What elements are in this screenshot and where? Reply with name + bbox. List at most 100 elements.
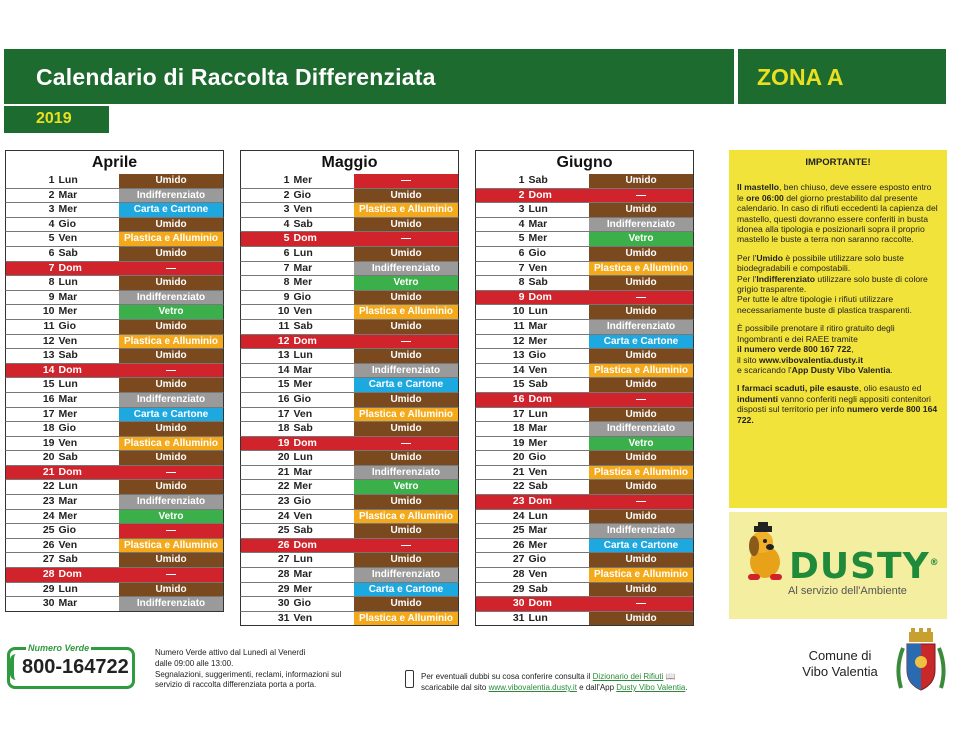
day-label: 2 Dom <box>476 188 589 203</box>
waste-type: — <box>354 174 458 188</box>
day-weekday: Sab <box>293 217 313 230</box>
day-number: 26 <box>277 538 290 551</box>
waste-type: Umido <box>119 553 223 568</box>
day-number: 23 <box>42 495 55 508</box>
day-weekday: Mar <box>528 422 548 435</box>
day-label: 23 Gio <box>241 495 354 509</box>
waste-type: Plastica e Alluminio <box>589 465 693 480</box>
day-weekday: Lun <box>58 174 78 186</box>
calendar-day-row: 9 Gio Umido <box>240 290 459 306</box>
phone-icon <box>10 654 24 680</box>
day-label: 28 Ven <box>476 568 589 582</box>
numero-verde-number[interactable]: 800-164722 <box>22 656 129 678</box>
day-weekday: Ven <box>528 568 548 581</box>
calendar-day-row: 25 Gio — <box>5 524 224 539</box>
waste-type: — <box>119 465 223 480</box>
waste-type: — <box>119 363 223 378</box>
waste-type: Umido <box>589 509 693 524</box>
day-number: 2 <box>48 188 55 201</box>
waste-type: Indifferenziato <box>119 392 223 407</box>
waste-type: Plastica e Alluminio <box>589 568 693 582</box>
day-label: 30 Gio <box>241 597 354 611</box>
calendar-day-row: 27 Lun Umido <box>240 553 459 569</box>
numero-verde-label: Numero Verde <box>26 643 92 653</box>
day-weekday: Ven <box>293 509 313 522</box>
info-bold: indumenti <box>737 393 779 404</box>
day-weekday: Mer <box>528 436 548 449</box>
waste-type: Plastica e Alluminio <box>119 436 223 451</box>
waste-type: Carta e Cartone <box>589 334 693 349</box>
day-weekday: Gio <box>528 451 547 464</box>
site-link[interactable]: www.vibovalentia.dusty.it <box>488 683 577 692</box>
calendar-day-row: 3 Ven Plastica e Alluminio <box>240 203 459 218</box>
waste-type: — <box>119 261 223 276</box>
app-link[interactable]: Dusty Vibo Valentia <box>616 683 686 692</box>
calendar-day-row: 19 Ven Plastica e Alluminio <box>5 436 224 452</box>
calendar-day-row: 26 Mer Carta e Cartone <box>475 538 694 554</box>
calendar-day-row: 10 Lun Umido <box>475 305 694 320</box>
calendar-day-row: 18 Sab Umido <box>240 422 459 437</box>
day-label: 7 Mar <box>241 261 354 276</box>
day-number: 23 <box>512 495 525 508</box>
dizionario-link[interactable]: Dizionario dei Rifiuti <box>592 672 664 681</box>
day-number: 12 <box>42 334 55 347</box>
zone-box <box>738 49 946 104</box>
waste-type: Plastica e Alluminio <box>119 334 223 349</box>
day-label: 23 Mar <box>6 495 119 509</box>
dict-text: . <box>685 683 688 692</box>
day-label: 28 Dom <box>6 568 119 582</box>
day-weekday: Lun <box>293 246 313 259</box>
calendar-day-row: 24 Lun Umido <box>475 509 694 525</box>
day-number: 29 <box>512 582 525 595</box>
day-number: 1 <box>283 174 290 186</box>
day-weekday: Dom <box>293 436 317 449</box>
day-label: 8 Lun <box>6 276 119 290</box>
dusty-mascot-icon <box>748 522 782 580</box>
calendar-day-row: 11 Gio Umido <box>5 319 224 335</box>
day-weekday: Sab <box>528 276 548 289</box>
info-bold: App Dusty Vibo Valentia <box>791 364 891 375</box>
day-number: 23 <box>277 495 290 508</box>
day-number: 20 <box>512 451 525 464</box>
waste-type: Umido <box>354 597 458 611</box>
calendar-day-row: 20 Lun Umido <box>240 451 459 466</box>
day-weekday: Mar <box>528 319 548 332</box>
calendar-day-row: 2 Gio Umido <box>240 188 459 204</box>
day-weekday: Ven <box>58 232 78 245</box>
day-label: 9 Gio <box>241 290 354 305</box>
dict-text: scaricabile dal sito <box>421 683 489 692</box>
day-label: 13 Gio <box>476 349 589 363</box>
day-number: 1 <box>518 174 525 186</box>
day-number: 8 <box>48 276 55 289</box>
day-weekday: Mer <box>528 334 548 347</box>
day-number: 4 <box>283 217 290 230</box>
day-label: 30 Dom <box>476 597 589 611</box>
day-label: 18 Gio <box>6 422 119 436</box>
day-label: 2 Mar <box>6 188 119 203</box>
waste-type: Umido <box>354 451 458 465</box>
day-number: 17 <box>277 407 290 420</box>
day-label: 5 Dom <box>241 232 354 246</box>
waste-type: Vetro <box>119 509 223 524</box>
calendar-day-row: 17 Ven Plastica e Alluminio <box>240 407 459 423</box>
waste-type: Umido <box>589 305 693 319</box>
info-bold: ore 06:00 <box>746 192 784 203</box>
day-weekday: Gio <box>528 349 547 362</box>
day-number: 3 <box>518 203 525 216</box>
waste-type: — <box>354 334 458 349</box>
day-number: 19 <box>42 436 55 449</box>
day-weekday: Gio <box>528 553 547 566</box>
calendar-day-row: 14 Dom — <box>5 363 224 379</box>
day-label: 8 Mer <box>241 276 354 290</box>
day-label: 25 Sab <box>241 524 354 538</box>
day-number: 19 <box>512 436 525 449</box>
day-number: 9 <box>283 290 290 303</box>
waste-type: Carta e Cartone <box>354 378 458 392</box>
calendar-day-row: 3 Lun Umido <box>475 203 694 218</box>
info-text: vanno conferiti negli appositi contenito… <box>737 393 931 415</box>
waste-type: Umido <box>354 422 458 436</box>
info-text: . <box>890 364 893 375</box>
waste-type: Vetro <box>119 305 223 319</box>
day-label: 20 Lun <box>241 451 354 465</box>
day-number: 11 <box>43 319 55 332</box>
